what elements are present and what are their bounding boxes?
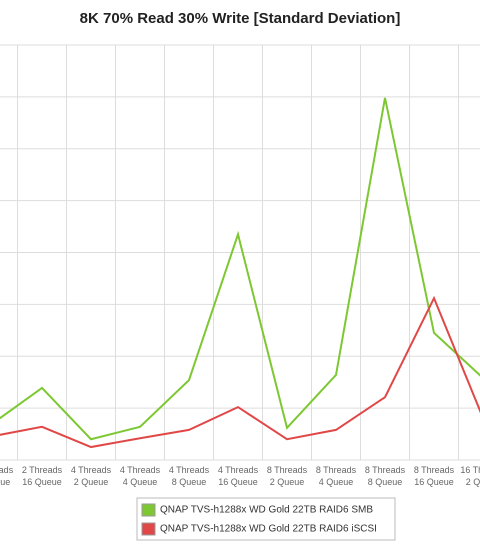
line-series (0, 295, 480, 449)
chart-title: 8K 70% Read 30% Write [Standard Deviatio… (80, 10, 401, 27)
x-tick-label: 4 Threads 2 Queue (71, 465, 112, 487)
x-tick-label: 4 Threads 8 Queue (169, 465, 210, 487)
legend-label: QNAP TVS-h1288x WD Gold 22TB RAID6 SMB (160, 505, 373, 516)
line-series (0, 97, 480, 441)
legend-swatch (141, 503, 156, 517)
legend-label: QNAP TVS-h1288x WD Gold 22TB RAID6 iSCSI (160, 524, 377, 535)
x-tick-label: 8 Threads 16 Queue (414, 465, 455, 487)
x-tick-label: 2 Threads 16 Queue (22, 465, 63, 487)
grid (0, 44, 480, 461)
legend-swatch (141, 522, 156, 536)
x-tick-label: 8 Threads 8 Queue (365, 465, 406, 487)
x-tick-label: 8 Threads 2 Queue (267, 465, 308, 487)
legend-box (136, 497, 396, 541)
x-tick-label: 4 Threads 4 Queue (120, 465, 161, 487)
x-tick-label: 4 Threads 16 Queue (218, 465, 259, 487)
x-tick-label: 8 Threads 4 Queue (316, 465, 357, 487)
